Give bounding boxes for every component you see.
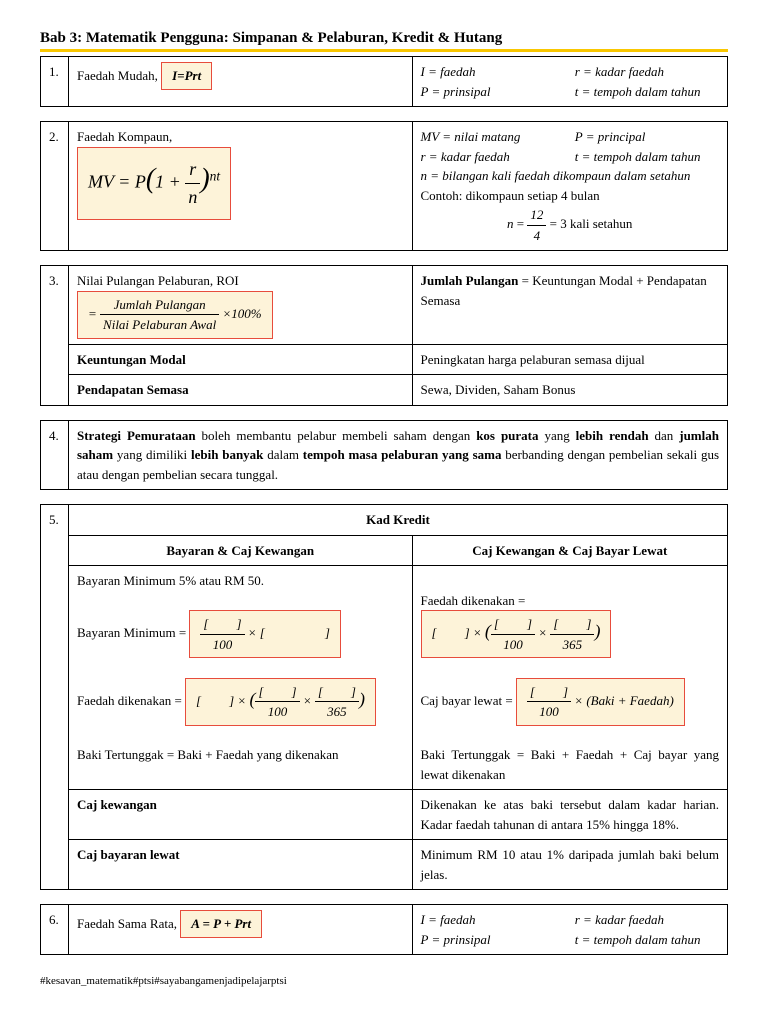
formula-box: I=Prt [161,62,212,90]
def: t = tempoh dalam tahun [575,147,719,167]
section-5: 5. Kad Kredit Bayaran & Caj Kewangan Caj… [40,504,728,890]
formula-box: MV = P(1 + rn)nt [77,147,231,220]
left-body: Bayaran Minimum 5% atau RM 50. Bayaran M… [69,566,413,790]
line: Baki Tertunggak = Baki + Faedah + Caj ba… [421,745,720,784]
line: Baki Tertunggak = Baki + Faedah yang dik… [77,745,404,765]
formula-box: []100 × [] [189,610,341,658]
line: Caj bayar lewat = []100 × (Baki + Faedah… [421,678,720,726]
def: P = prinsipal [421,82,565,102]
example-calc: n = 124 = 3 kali setahun [421,205,720,245]
definitions: I = faedah r = kadar faedah P = prinsipa… [412,905,728,955]
label: Nilai Pulangan Pelaburan, ROI [77,271,404,291]
ps-val: Sewa, Dividen, Saham Bonus [412,375,728,406]
def: MV = nilai matang [421,127,565,147]
footer-hashtags: #kesavan_matematik#ptsi#sayabangamenjadi… [40,975,728,987]
row-number: 5. [41,505,69,890]
def: r = kadar faedah [575,62,719,82]
row-number: 3. [41,266,69,406]
section-2: 2. Faedah Kompaun, MV = P(1 + rn)nt MV =… [40,121,728,251]
formula-cell: Faedah Sama Rata, A = P + Prt [69,905,413,955]
header: Kad Kredit [69,505,728,536]
definitions: I = faedah r = kadar faedah P = prinsipa… [412,57,728,107]
row-number: 1. [41,57,69,107]
formula-box: []100 × (Baki + Faedah) [516,678,685,726]
def: P = principal [575,127,719,147]
def: r = kadar faedah [575,910,719,930]
definition: Jumlah Pulangan = Keuntungan Modal + Pen… [412,266,728,345]
def: I = faedah [421,910,565,930]
def: t = tempoh dalam tahun [575,930,719,950]
section-6: 6. Faedah Sama Rata, A = P + Prt I = fae… [40,904,728,955]
formula-box: A = P + Prt [180,910,262,938]
right-body: Faedah dikenakan = [] × ([]100 × []365) … [412,566,728,790]
line: Bayaran Minimum = []100 × [] [77,610,404,658]
ck-val: Dikenakan ke atas baki tersebut dalam ka… [412,790,728,840]
formula-cell: Nilai Pulangan Pelaburan, ROI = Jumlah P… [69,266,413,345]
row-number: 4. [41,420,69,490]
def: t = tempoh dalam tahun [575,82,719,102]
definitions: MV = nilai matang P = principal r = kada… [412,122,728,251]
def: r = kadar faedah [421,147,565,167]
def: n = bilangan kali faedah dikompaun dalam… [421,166,720,186]
ps-label: Pendapatan Semasa [69,375,413,406]
label: Faedah Mudah, [77,68,158,83]
jp-label: Jumlah Pulangan [421,273,519,288]
line: Faedah dikenakan = [] × ([]100 × []365) [421,591,720,659]
line: Faedah dikenakan = [] × ([]100 × []365) [77,678,404,726]
row-number: 2. [41,122,69,251]
formula-box: [] × ([]100 × []365) [185,678,376,726]
formula-box: [] × ([]100 × []365) [421,610,612,658]
formula-cell: Faedah Mudah, I=Prt [69,57,413,107]
paragraph: Strategi Pemurataan boleh membantu pelab… [69,420,728,490]
formula-box: = Jumlah PulanganNilai Pelaburan Awal ×1… [77,291,273,339]
def: I = faedah [421,62,565,82]
right-head: Caj Kewangan & Caj Bayar Lewat [412,535,728,566]
section-3: 3. Nilai Pulangan Pelaburan, ROI = Jumla… [40,265,728,406]
page-title: Bab 3: Matematik Pengguna: Simpanan & Pe… [40,30,728,47]
line: Bayaran Minimum 5% atau RM 50. [77,571,404,591]
row-number: 6. [41,905,69,955]
ck-label: Caj kewangan [69,790,413,840]
formula-cell: Faedah Kompaun, MV = P(1 + rn)nt [69,122,413,251]
section-1: 1. Faedah Mudah, I=Prt I = faedah r = ka… [40,56,728,107]
example: Contoh: dikompaun setiap 4 bulan [421,186,720,206]
accent-bar [40,49,728,52]
section-4: 4. Strategi Pemurataan boleh membantu pe… [40,420,728,491]
cbl-val: Minimum RM 10 atau 1% daripada jumlah ba… [412,840,728,890]
def: P = prinsipal [421,930,565,950]
label: Faedah Kompaun, [77,127,404,147]
cbl-label: Caj bayaran lewat [69,840,413,890]
label: Faedah Sama Rata, [77,916,177,931]
km-label: Keuntungan Modal [69,344,413,375]
km-val: Peningkatan harga pelaburan semasa dijua… [412,344,728,375]
left-head: Bayaran & Caj Kewangan [69,535,413,566]
